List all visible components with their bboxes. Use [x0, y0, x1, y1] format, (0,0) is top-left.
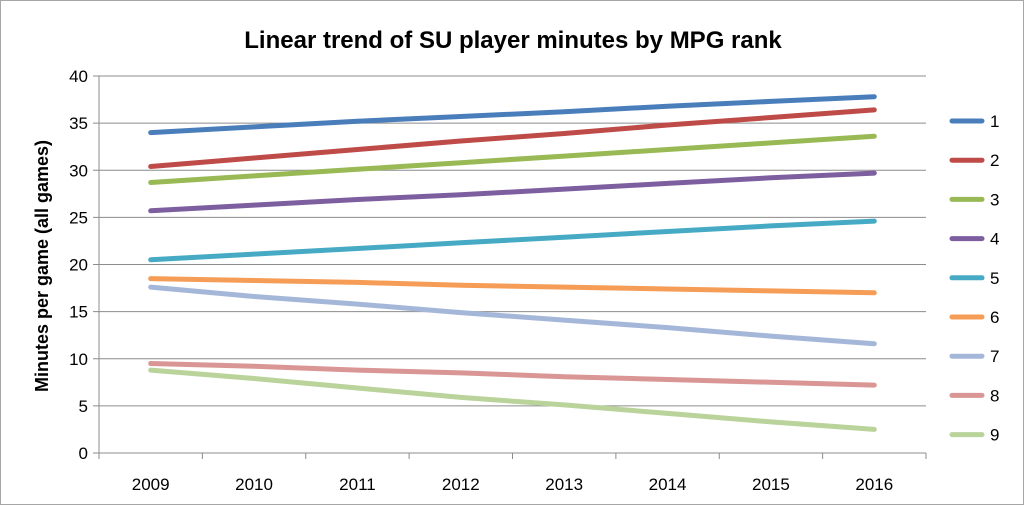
series-line-1: [148, 94, 877, 136]
series-line-3: [148, 133, 877, 185]
axes: 0 5 10 15 20 25 30 35 40 2009 2010 2011 2012 2013 2014…: [69, 67, 927, 494]
series-lines: [148, 94, 877, 432]
y-tick-label: 20: [69, 256, 88, 275]
series-line-2: [148, 107, 877, 169]
x-tick-label: 2010: [235, 475, 273, 494]
x-tick-label: 2013: [545, 475, 583, 494]
x-tick-label: 2015: [752, 475, 790, 494]
y-tick-label: 25: [69, 208, 88, 227]
x-tick-label: 2012: [442, 475, 480, 494]
x-tick-label: 2016: [855, 475, 893, 494]
legend-label-2: 2: [990, 151, 999, 170]
series-line-5: [148, 218, 877, 263]
legend-label-1: 1: [990, 112, 999, 131]
y-tick-label: 0: [79, 444, 88, 463]
y-tick-label: 15: [69, 303, 88, 322]
y-axis-label: Minutes per game (all games): [32, 140, 52, 392]
x-tick-label: 2009: [132, 475, 170, 494]
legend-label-6: 6: [990, 308, 999, 327]
series-line-7: [148, 284, 877, 347]
legend-label-9: 9: [990, 426, 999, 445]
y-tick-label: 40: [69, 67, 88, 86]
gridlines: [99, 75, 926, 407]
x-tick-label: 2011: [339, 475, 376, 494]
legend-label-4: 4: [990, 230, 999, 249]
x-tick-label: 2014: [649, 475, 687, 494]
legend-label-5: 5: [990, 269, 999, 288]
series-line-6: [148, 276, 877, 296]
y-tick-label: 10: [69, 350, 88, 369]
legend-label-7: 7: [990, 347, 999, 366]
y-tick-label: 30: [69, 161, 88, 180]
series-line-9: [148, 367, 877, 432]
legend-label-8: 8: [990, 386, 999, 405]
series-line-8: [148, 361, 877, 388]
legend-label-3: 3: [990, 190, 999, 209]
chart-title: Linear trend of SU player minutes by MPG…: [244, 27, 782, 54]
y-tick-label: 5: [79, 397, 88, 416]
series-line-4: [148, 170, 877, 214]
legend: 1 2 3 4 5 6 7 8 9: [949, 112, 999, 445]
y-tick-label: 35: [69, 114, 88, 133]
